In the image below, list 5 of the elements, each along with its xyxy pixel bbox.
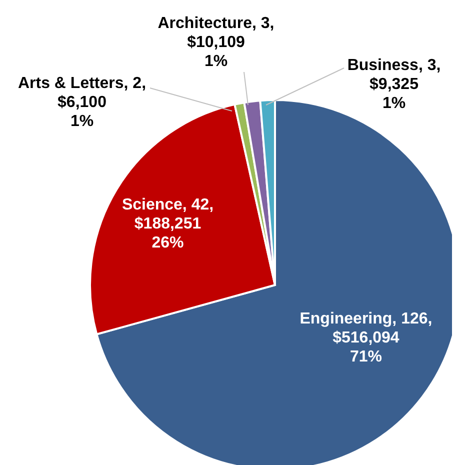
slice-label: Engineering, 126, $516,094 71%: [300, 310, 432, 366]
slice-label: Architecture, 3, $10,109 1%: [158, 15, 274, 70]
slice-label: Science, 42, $188,251 26%: [122, 196, 214, 252]
slice-label: Business, 3, $9,325 1%: [347, 57, 441, 112]
slice-label: Arts & Letters, 2, $6,100 1%: [18, 75, 146, 130]
